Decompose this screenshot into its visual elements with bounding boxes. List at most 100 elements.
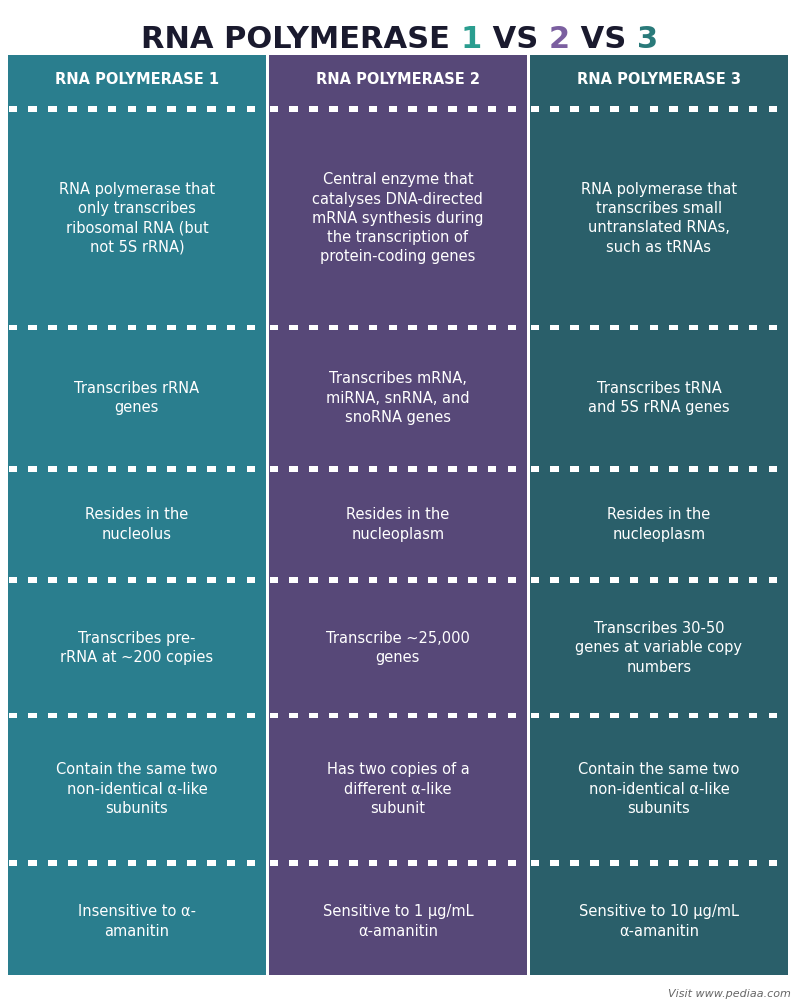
Text: Visit www.pediaa.com: Visit www.pediaa.com — [668, 989, 791, 999]
Bar — [9, 324, 18, 330]
Bar — [530, 463, 788, 474]
Bar — [9, 713, 18, 718]
Text: Resides in the
nucleolus: Resides in the nucleolus — [85, 508, 189, 542]
Bar — [68, 324, 77, 330]
Bar — [650, 713, 658, 718]
Bar — [530, 575, 788, 586]
Bar — [749, 324, 757, 330]
Text: Resides in the
nucleoplasm: Resides in the nucleoplasm — [607, 508, 710, 542]
Bar — [329, 107, 338, 112]
Bar — [769, 860, 777, 866]
Bar — [590, 860, 598, 866]
Bar — [670, 466, 678, 471]
Bar — [29, 107, 37, 112]
Bar — [670, 577, 678, 583]
Bar — [468, 466, 477, 471]
Bar — [309, 324, 318, 330]
Bar — [8, 115, 266, 322]
Text: Transcribes mRNA,
miRNA, snRNA, and
snoRNA genes: Transcribes mRNA, miRNA, snRNA, and snoR… — [326, 372, 470, 425]
Bar — [269, 333, 527, 463]
Bar — [48, 860, 57, 866]
Bar — [507, 860, 516, 866]
Bar — [128, 860, 137, 866]
Bar — [369, 324, 377, 330]
Bar — [289, 577, 298, 583]
Bar — [68, 577, 77, 583]
Bar — [247, 107, 256, 112]
Text: VS: VS — [570, 25, 637, 54]
Bar — [630, 324, 638, 330]
Bar — [650, 107, 658, 112]
Bar — [468, 577, 477, 583]
Bar — [269, 115, 527, 322]
Bar — [108, 577, 117, 583]
Bar — [369, 107, 377, 112]
Bar — [167, 713, 176, 718]
Bar — [551, 107, 559, 112]
Bar — [749, 713, 757, 718]
Bar — [147, 466, 156, 471]
Bar — [749, 577, 757, 583]
Bar — [187, 107, 196, 112]
Bar — [570, 107, 579, 112]
Bar — [269, 710, 527, 721]
Text: RNA POLYMERASE 2: RNA POLYMERASE 2 — [316, 73, 480, 87]
Bar — [108, 324, 117, 330]
Bar — [349, 577, 358, 583]
Bar — [9, 577, 18, 583]
Bar — [289, 466, 298, 471]
Bar — [749, 466, 757, 471]
Bar — [670, 860, 678, 866]
Bar — [531, 860, 539, 866]
Bar — [531, 577, 539, 583]
Bar — [8, 586, 266, 710]
Bar — [408, 713, 417, 718]
Bar — [247, 860, 256, 866]
Bar — [167, 860, 176, 866]
Bar — [227, 107, 236, 112]
Bar — [9, 466, 18, 471]
Bar — [329, 324, 338, 330]
Bar — [709, 466, 718, 471]
Bar — [729, 713, 737, 718]
Bar — [329, 466, 338, 471]
Bar — [709, 860, 718, 866]
Bar — [769, 466, 777, 471]
Text: Sensitive to 10 μg/mL
α-amanitin: Sensitive to 10 μg/mL α-amanitin — [579, 904, 739, 939]
Bar — [369, 860, 377, 866]
Bar — [530, 474, 788, 575]
Bar — [729, 577, 737, 583]
Bar — [269, 107, 278, 112]
Bar — [690, 577, 698, 583]
Text: Transcribe ~25,000
genes: Transcribe ~25,000 genes — [326, 630, 470, 665]
Bar — [269, 713, 278, 718]
Text: RNA polymerase that
transcribes small
untranslated RNAs,
such as tRNAs: RNA polymerase that transcribes small un… — [581, 182, 737, 255]
Bar — [8, 721, 266, 857]
Bar — [329, 860, 338, 866]
Text: VS: VS — [482, 25, 549, 54]
Bar — [247, 577, 256, 583]
Bar — [227, 466, 236, 471]
Bar — [670, 713, 678, 718]
Bar — [749, 107, 757, 112]
Bar — [128, 324, 137, 330]
Bar — [349, 324, 358, 330]
Bar — [650, 860, 658, 866]
Bar — [187, 577, 196, 583]
Bar — [68, 860, 77, 866]
Bar — [690, 713, 698, 718]
Bar — [227, 324, 236, 330]
Bar — [8, 104, 266, 115]
Bar — [530, 586, 788, 710]
Bar — [147, 713, 156, 718]
Bar — [487, 466, 496, 471]
Bar — [551, 713, 559, 718]
Text: RNA POLYMERASE: RNA POLYMERASE — [141, 25, 461, 54]
Bar — [468, 324, 477, 330]
Text: Has two copies of a
different α-like
subunit: Has two copies of a different α-like sub… — [327, 762, 469, 816]
Bar — [630, 713, 638, 718]
Bar — [570, 577, 579, 583]
Bar — [88, 466, 97, 471]
Bar — [408, 577, 417, 583]
Bar — [147, 860, 156, 866]
